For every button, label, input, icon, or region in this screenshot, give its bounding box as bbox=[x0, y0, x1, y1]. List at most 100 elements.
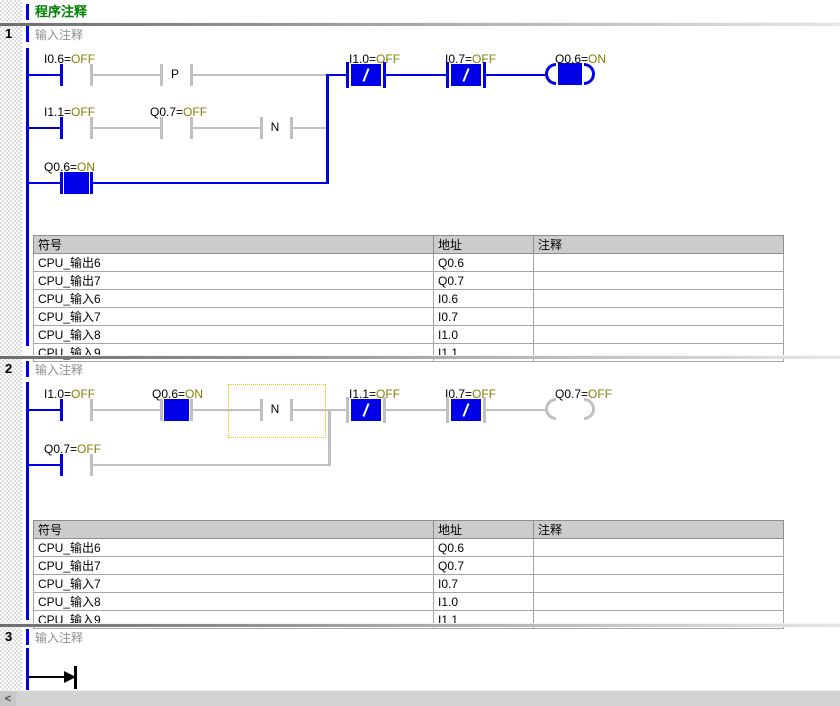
col-comment: 注释 bbox=[533, 235, 784, 254]
operand-label: Q0.7=OFF bbox=[150, 105, 207, 119]
nc-contact-i07[interactable] bbox=[446, 62, 449, 88]
cell-address: I1.0 bbox=[433, 325, 534, 344]
cell-address: Q0.6 bbox=[433, 538, 534, 557]
n-contact[interactable] bbox=[290, 399, 293, 421]
operand-state: ON bbox=[588, 52, 607, 66]
operand-name: I0.6= bbox=[44, 52, 72, 66]
nc-contact-i11[interactable] bbox=[346, 397, 349, 423]
wire-h bbox=[293, 409, 346, 411]
network-end-arrow-icon[interactable] bbox=[64, 671, 76, 683]
p-contact[interactable] bbox=[190, 64, 193, 86]
network-comment[interactable]: 输入注释 bbox=[35, 363, 84, 377]
operand-label: I1.0=OFF bbox=[44, 387, 95, 401]
operand-name: Q0.7= bbox=[555, 387, 589, 401]
contact-q06-closed[interactable] bbox=[160, 399, 163, 421]
wire-h bbox=[93, 74, 160, 76]
table-row: CPU_输入7 I0.7 bbox=[33, 307, 784, 326]
contact-q07[interactable] bbox=[160, 117, 163, 139]
wire-h bbox=[93, 127, 160, 129]
nc-contact-i11[interactable] bbox=[351, 399, 381, 421]
network-comment[interactable]: 输入注释 bbox=[35, 28, 84, 42]
p-contact-letter: P bbox=[170, 67, 179, 81]
operand-state: ON bbox=[77, 160, 96, 174]
nc-contact-i10[interactable] bbox=[383, 62, 386, 88]
coil-q06[interactable] bbox=[545, 63, 595, 87]
operand-name: Q0.7= bbox=[44, 442, 78, 456]
cell-symbol: CPU_输出7 bbox=[33, 271, 434, 290]
n-contact[interactable] bbox=[260, 399, 263, 421]
contact-i10[interactable] bbox=[60, 399, 63, 421]
operand-label: I0.6=OFF bbox=[44, 52, 95, 66]
nc-contact-i07[interactable] bbox=[483, 62, 486, 88]
operand-name: Q0.7= bbox=[150, 105, 184, 119]
n-contact[interactable] bbox=[260, 117, 263, 139]
wire-h bbox=[193, 74, 326, 76]
operand-state: OFF bbox=[472, 387, 497, 401]
horizontal-scrollbar[interactable]: < bbox=[0, 690, 840, 706]
operand-state: OFF bbox=[376, 52, 401, 66]
nc-contact-i10[interactable] bbox=[346, 62, 349, 88]
nc-contact-i07[interactable] bbox=[451, 64, 481, 86]
cell-comment bbox=[533, 538, 784, 557]
operand-state: OFF bbox=[376, 387, 401, 401]
network-separator bbox=[0, 355, 840, 359]
contact-q07[interactable] bbox=[60, 454, 63, 476]
contact-q06-closed[interactable] bbox=[90, 172, 93, 194]
coil-paren-right bbox=[584, 63, 595, 85]
cell-symbol: CPU_输入7 bbox=[33, 307, 434, 326]
contact-i06[interactable] bbox=[90, 64, 93, 86]
n-contact-letter: N bbox=[270, 120, 280, 134]
wire-h bbox=[386, 74, 446, 76]
cell-symbol: CPU_输入7 bbox=[33, 574, 434, 593]
contact-i11[interactable] bbox=[90, 117, 93, 139]
network-number[interactable]: 3 bbox=[5, 629, 13, 644]
network-end-arrow-icon[interactable] bbox=[74, 666, 77, 689]
network-gutter bbox=[0, 0, 22, 690]
coil-paren-left bbox=[545, 63, 556, 85]
cell-comment bbox=[533, 574, 784, 593]
operand-label: Q0.7=OFF bbox=[44, 442, 101, 456]
coil-paren-right bbox=[584, 398, 595, 420]
wire-h bbox=[486, 74, 545, 76]
contact-q06-closed[interactable] bbox=[64, 172, 89, 194]
nc-contact-i07[interactable] bbox=[446, 397, 449, 423]
contact-q07[interactable] bbox=[90, 454, 93, 476]
program-comment-title[interactable]: 程序注释 bbox=[35, 4, 88, 19]
wire-h bbox=[29, 127, 60, 129]
contact-i10[interactable] bbox=[90, 399, 93, 421]
col-address: 地址 bbox=[433, 520, 534, 539]
scroll-left-button[interactable]: < bbox=[0, 691, 16, 706]
p-contact[interactable] bbox=[160, 64, 163, 86]
network-number[interactable]: 1 bbox=[5, 26, 13, 41]
operand-name: I1.1= bbox=[44, 105, 72, 119]
contact-q07[interactable] bbox=[190, 117, 193, 139]
coil-energized-fill bbox=[558, 63, 582, 85]
network-end-arrow-icon[interactable] bbox=[29, 676, 67, 678]
n-contact[interactable] bbox=[290, 117, 293, 139]
not-icon bbox=[462, 68, 470, 82]
wire-v-junction bbox=[328, 409, 331, 466]
contact-q06-closed[interactable] bbox=[164, 399, 189, 421]
contact-q06-closed[interactable] bbox=[190, 399, 193, 421]
nc-contact-i10[interactable] bbox=[351, 64, 381, 86]
contact-i06[interactable] bbox=[60, 64, 63, 86]
network-number[interactable]: 2 bbox=[5, 361, 13, 376]
power-rail bbox=[26, 382, 29, 620]
table-row: CPU_输出7 Q0.7 bbox=[33, 271, 784, 290]
operand-state: OFF bbox=[77, 442, 102, 456]
cell-address: Q0.7 bbox=[433, 271, 534, 290]
contact-i11[interactable] bbox=[60, 117, 63, 139]
nc-contact-i07[interactable] bbox=[451, 399, 481, 421]
nc-contact-i11[interactable] bbox=[383, 397, 386, 423]
coil-q07[interactable] bbox=[545, 398, 595, 422]
wire-h bbox=[93, 409, 160, 411]
cell-address: Q0.6 bbox=[433, 253, 534, 272]
col-symbol: 符号 bbox=[33, 235, 434, 254]
operand-label: I0.7=OFF bbox=[445, 52, 496, 66]
table-row: CPU_输出6 Q0.6 bbox=[33, 538, 784, 557]
table-row: CPU_输入8 I1.0 bbox=[33, 592, 784, 611]
contact-q06-closed[interactable] bbox=[60, 172, 63, 194]
nc-contact-i07[interactable] bbox=[483, 397, 486, 423]
cell-comment bbox=[533, 307, 784, 326]
network-comment[interactable]: 输入注释 bbox=[35, 631, 84, 645]
